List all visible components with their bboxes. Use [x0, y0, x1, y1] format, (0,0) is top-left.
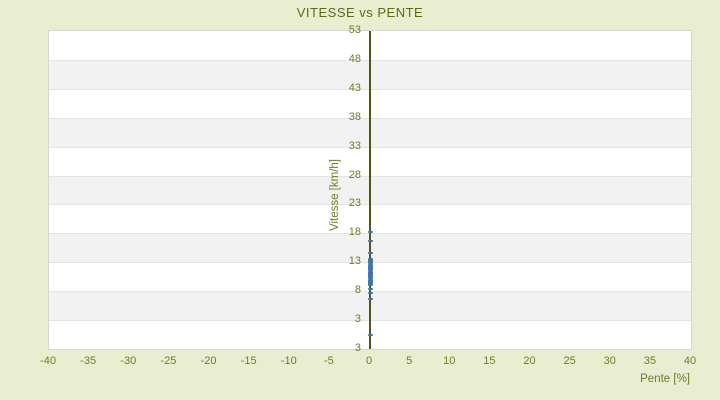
- y-tick-label: 8: [354, 284, 361, 297]
- y-axis-line: [369, 31, 371, 349]
- x-tick-label: -20: [200, 355, 217, 367]
- y-tick-label: 13: [348, 255, 361, 268]
- x-tick-label: -10: [280, 355, 297, 367]
- data-point: [367, 252, 373, 255]
- x-tick-label: -30: [120, 355, 137, 367]
- x-axis-title: Pente [%]: [640, 373, 690, 385]
- x-tick-label: -40: [40, 355, 56, 367]
- data-point: [367, 272, 373, 275]
- x-tick-label: 10: [443, 355, 456, 367]
- y-tick-label: 38: [348, 110, 361, 123]
- y-tick-label: 3: [354, 313, 361, 326]
- data-point: [367, 288, 373, 291]
- data-point: [367, 263, 373, 266]
- data-point: [367, 297, 373, 300]
- data-point: [367, 279, 373, 282]
- y-tick-label: 3: [354, 342, 361, 354]
- data-point: [367, 268, 373, 271]
- x-tick-label: 35: [643, 355, 656, 367]
- y-tick-label: 48: [348, 52, 361, 65]
- data-point: [367, 278, 373, 281]
- data-point: [367, 260, 373, 263]
- x-tick-label: 30: [603, 355, 616, 367]
- data-point: [367, 258, 373, 261]
- data-point: [367, 257, 373, 260]
- y-tick-label: 28: [348, 168, 361, 181]
- data-point: [367, 269, 373, 272]
- data-point: [367, 262, 373, 265]
- data-point: [367, 280, 373, 283]
- data-point: [367, 270, 373, 273]
- x-tick-label: -25: [160, 355, 177, 367]
- x-tick-label: -35: [80, 355, 97, 367]
- data-point: [367, 284, 373, 287]
- y-tick-label: 18: [348, 226, 361, 239]
- data-point: [367, 240, 373, 243]
- y-axis-title: Vitesse [km/h]: [329, 159, 341, 232]
- data-point: [367, 273, 373, 276]
- x-tick-label: 40: [683, 355, 697, 367]
- y-tick-label: 33: [348, 139, 361, 152]
- data-point: [367, 277, 373, 280]
- x-tick-label: -15: [240, 355, 257, 367]
- data-point: [367, 267, 373, 270]
- chart-title: VITESSE vs PENTE: [296, 5, 424, 20]
- data-point: [367, 264, 373, 267]
- data-point: [367, 282, 373, 285]
- x-tick-label: 5: [406, 355, 413, 367]
- x-tick-label: 15: [483, 355, 496, 367]
- y-tick-label: 23: [348, 197, 361, 210]
- x-tick-label: 0: [365, 355, 373, 367]
- data-point: [367, 265, 373, 268]
- x-tick-label: 25: [563, 355, 576, 367]
- data-point: [367, 292, 373, 295]
- data-point: [367, 333, 373, 336]
- y-tick-label: 43: [348, 81, 361, 94]
- y-tick-label: 53: [348, 24, 361, 36]
- data-point: [367, 276, 373, 279]
- data-point: [367, 230, 373, 233]
- x-tick-label: -5: [323, 355, 334, 367]
- data-point: [367, 261, 373, 264]
- data-point: [367, 271, 373, 274]
- plot-area: [48, 30, 692, 350]
- data-point: [367, 283, 373, 286]
- data-point: [367, 275, 373, 278]
- x-tick-label: 20: [523, 355, 536, 367]
